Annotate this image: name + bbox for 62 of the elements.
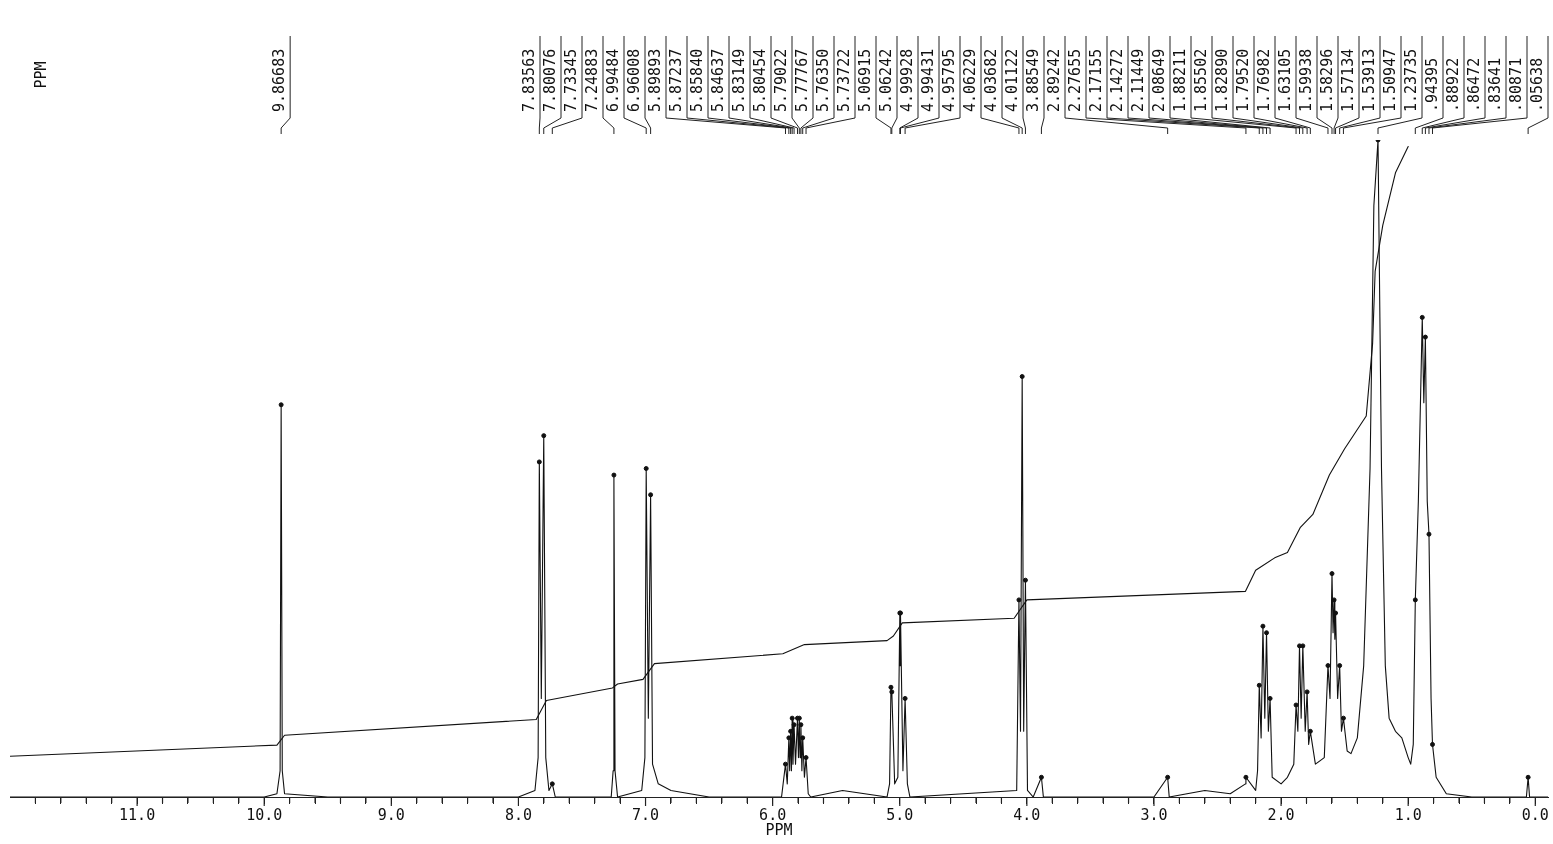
- text: 1.59938: [1296, 48, 1315, 112]
- x-tick-label: 7.0: [631, 805, 660, 824]
- text: 5.76350: [813, 48, 832, 112]
- text: 1.79520: [1233, 48, 1252, 112]
- text: 4.95795: [939, 48, 958, 112]
- text: 2.17155: [1086, 48, 1105, 112]
- text: .88922: [1443, 57, 1462, 112]
- x-tick-label: 2.0: [1267, 805, 1295, 824]
- text: 1.63105: [1275, 48, 1294, 112]
- text: .80871: [1506, 57, 1525, 112]
- text: .86472: [1464, 57, 1483, 112]
- text: 5.83149: [729, 48, 748, 112]
- text: 5.84637: [708, 48, 727, 112]
- text: 4.99928: [897, 48, 916, 112]
- x-tick-label: 8.0: [504, 805, 532, 824]
- x-tick-label: 9.0: [377, 805, 405, 824]
- x-tick-label: 4.0: [1013, 805, 1041, 824]
- x-tick-label: 11.0: [119, 805, 156, 824]
- text: 7.73345: [561, 48, 580, 112]
- x-tick-label: 10.0: [246, 805, 283, 824]
- text: .94395: [1422, 57, 1441, 112]
- text: .83641: [1485, 57, 1504, 112]
- text: 1.76982: [1254, 48, 1273, 112]
- text: 5.79022: [771, 48, 790, 112]
- text: 1.50947: [1380, 48, 1399, 112]
- text: 7.80076: [540, 48, 559, 112]
- text: 9.86683: [270, 48, 289, 112]
- text: 5.06242: [876, 48, 895, 112]
- text: 5.87237: [666, 48, 685, 112]
- text: 2.08649: [1149, 48, 1168, 112]
- text: 2.27655: [1065, 48, 1084, 112]
- x-tick-label: 3.0: [1140, 805, 1168, 824]
- text: 5.80454: [750, 48, 769, 112]
- text: 5.06915: [855, 48, 874, 112]
- x-tick-label: 1.0: [1394, 805, 1422, 824]
- text: 6.99484: [603, 48, 622, 112]
- text: 1.85502: [1191, 48, 1210, 112]
- text: 4.03682: [981, 48, 1000, 112]
- text: 1.58296: [1317, 48, 1336, 112]
- text: 5.77767: [792, 48, 811, 112]
- text: 4.01122: [1002, 48, 1021, 112]
- text: 5.85840: [687, 48, 706, 112]
- text: 4.99431: [918, 48, 937, 112]
- text: 5.73722: [834, 48, 853, 112]
- text: 6.96008: [624, 48, 643, 112]
- text: 2.14272: [1107, 48, 1126, 112]
- text: 2.89242: [1044, 48, 1063, 112]
- x-tick-label: 5.0: [886, 805, 914, 824]
- text: 1.57134: [1338, 48, 1357, 112]
- text: 4.06229: [960, 48, 979, 112]
- text: 7.24883: [582, 48, 601, 112]
- text: 1.88211: [1170, 48, 1189, 112]
- text: PPM: [31, 61, 50, 89]
- text: 2.11449: [1128, 48, 1147, 112]
- x-tick-label: 0.0: [1521, 805, 1549, 824]
- text: 1.53913: [1359, 48, 1378, 112]
- text: 1.82890: [1212, 48, 1231, 112]
- text: 5.89893: [645, 48, 664, 112]
- text: 7.83563: [519, 48, 538, 112]
- text: 1.23735: [1401, 48, 1420, 112]
- text: 3.88549: [1023, 48, 1042, 112]
- text: .05638: [1527, 57, 1546, 112]
